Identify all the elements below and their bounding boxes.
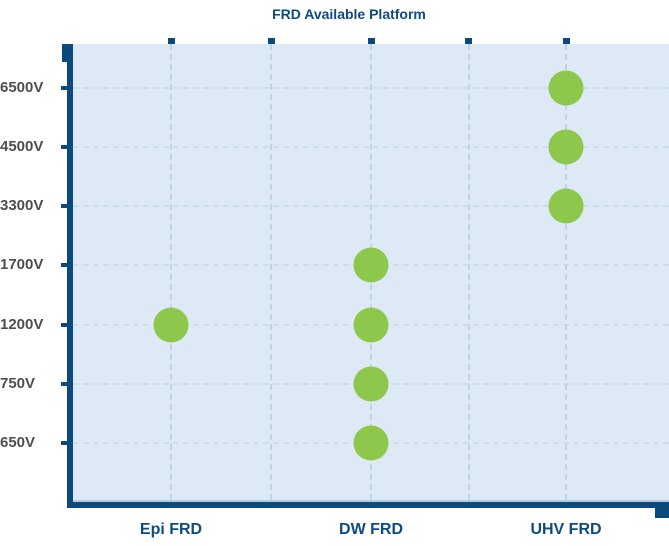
data-point xyxy=(353,366,389,402)
x-axis-highlight xyxy=(73,500,669,502)
y-axis-tick xyxy=(61,145,67,149)
data-point xyxy=(153,307,189,343)
y-axis-tick xyxy=(61,382,67,386)
y-axis-tick xyxy=(61,323,67,327)
data-point xyxy=(353,425,389,461)
data-point xyxy=(353,247,389,283)
x-axis-label: DW FRD xyxy=(339,521,403,538)
y-axis-label: 1200V xyxy=(0,316,44,333)
y-axis-tick xyxy=(61,441,67,445)
x-axis-label: UHV FRD xyxy=(530,521,602,538)
y-axis-tick xyxy=(61,86,67,90)
data-point xyxy=(548,129,584,165)
chart-title: FRD Available Platform xyxy=(272,6,426,22)
y-axis-label: 750V xyxy=(0,375,36,392)
x-axis-tick xyxy=(367,38,375,44)
v-gridline xyxy=(170,44,172,502)
x-axis-cap xyxy=(655,508,669,518)
x-axis-tick xyxy=(167,38,175,44)
v-gridline xyxy=(467,44,470,502)
y-axis-label: 6500V xyxy=(0,79,44,96)
y-axis-tick xyxy=(61,263,67,267)
plot-area xyxy=(73,44,669,502)
y-axis-label: 3300V xyxy=(0,197,44,214)
y-axis-label: 4500V xyxy=(0,138,44,155)
x-axis-label: Epi FRD xyxy=(139,521,203,538)
y-axis-line xyxy=(67,44,73,503)
x-axis-tick xyxy=(562,38,570,44)
y-axis-label: 1700V xyxy=(0,256,44,273)
x-axis-line xyxy=(67,502,669,508)
x-axis-tick xyxy=(465,38,472,44)
v-gridline xyxy=(565,44,567,502)
data-point xyxy=(548,188,584,224)
v-gridline xyxy=(270,44,272,502)
data-point xyxy=(548,70,584,106)
y-axis-label: 650V xyxy=(0,434,36,451)
y-axis-tick xyxy=(61,204,67,208)
data-point xyxy=(353,307,389,343)
x-axis-tick xyxy=(267,38,275,44)
